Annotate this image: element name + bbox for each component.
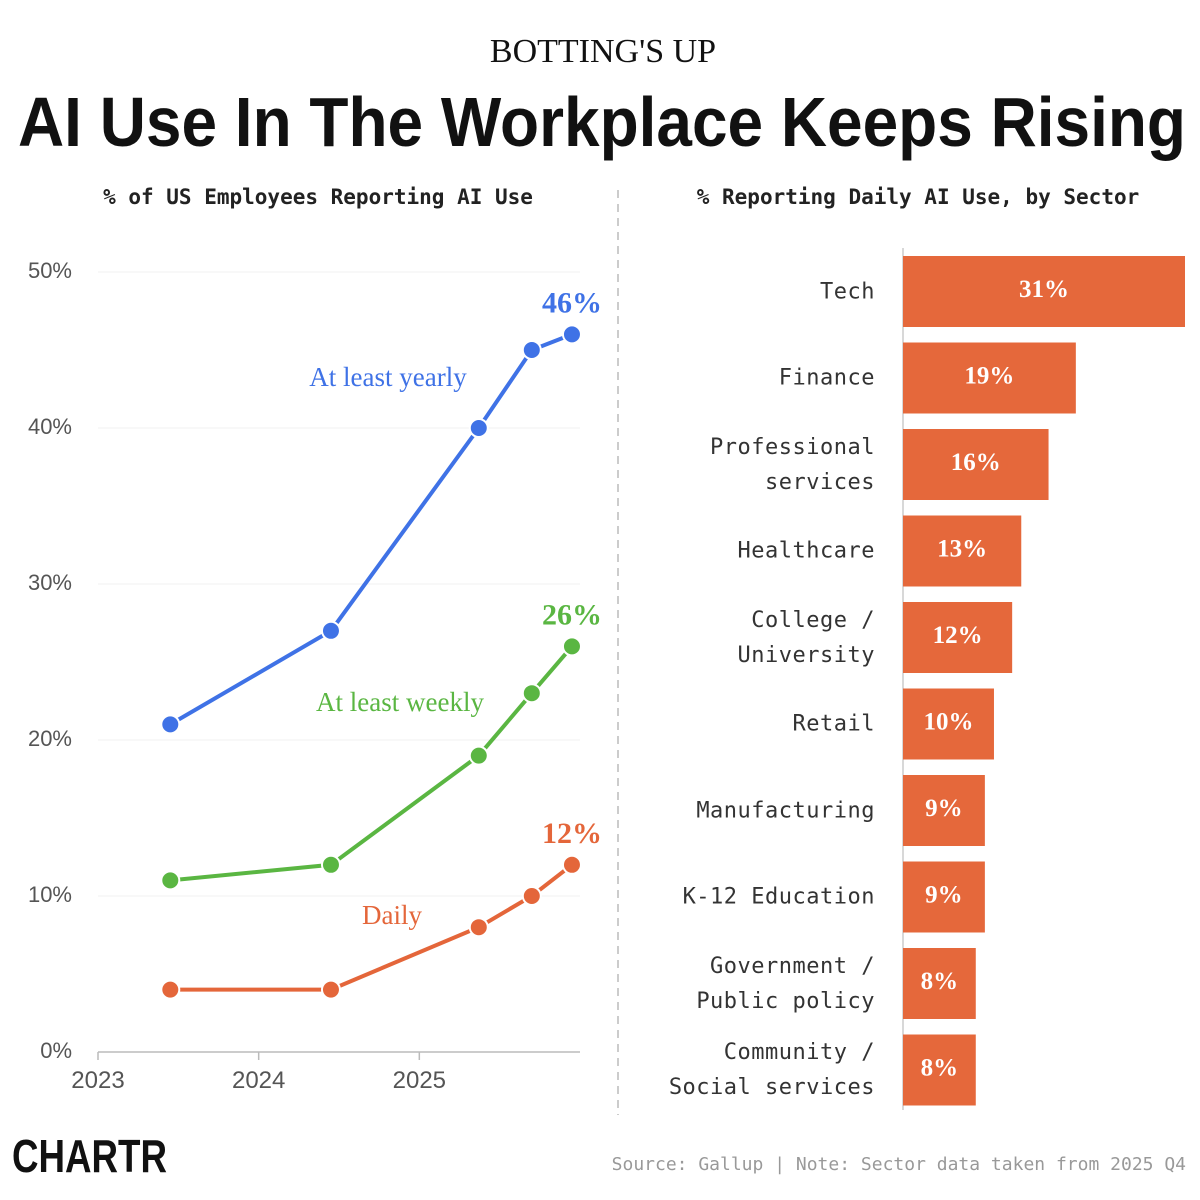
bar	[903, 688, 994, 760]
series-line	[170, 645, 574, 883]
category-label: Finance	[778, 365, 875, 391]
category-label: Government / Public policy	[696, 953, 875, 1014]
page-title: AI Use In The Workplace Keeps Rising	[18, 83, 1186, 161]
data-label: 31%	[1019, 276, 1069, 303]
bar	[903, 602, 1013, 673]
data-point	[468, 917, 489, 938]
y-tick-label: 20%	[28, 726, 72, 751]
y-tick-label: 50%	[28, 258, 72, 283]
kicker: BOTTING'S UP	[490, 33, 716, 70]
x-tick-label: 2025	[393, 1067, 446, 1094]
data-label: 16%	[951, 449, 1001, 476]
logo: CHARTR	[12, 1130, 167, 1182]
category-label: Community / Social services	[668, 1040, 875, 1100]
category-label: Professional services	[710, 434, 875, 495]
series-label: At least weekly	[316, 687, 484, 717]
data-point	[160, 979, 181, 1000]
data-point	[561, 636, 582, 657]
bar	[903, 861, 985, 933]
data-point	[320, 854, 341, 875]
y-tick-label: 30%	[28, 570, 72, 595]
data-label: 9%	[925, 795, 963, 822]
data-label: 12%	[933, 622, 983, 649]
y-tick-label: 0%	[40, 1038, 72, 1063]
data-point	[160, 870, 181, 891]
bar	[903, 256, 1185, 327]
data-label: 46%	[542, 286, 602, 319]
data-label: 12%	[542, 817, 602, 850]
category-label: College / University	[737, 607, 875, 668]
data-label: 9%	[925, 882, 963, 909]
data-label: 8%	[921, 968, 959, 995]
source-note: Source: Gallup | Note: Sector data taken…	[612, 1154, 1186, 1175]
data-point	[521, 340, 542, 360]
y-tick-label: 10%	[28, 882, 72, 907]
data-point	[468, 745, 489, 766]
data-point	[160, 714, 181, 735]
bar	[903, 1034, 976, 1106]
series-label: At least yearly	[309, 362, 467, 392]
x-tick-label: 2024	[232, 1067, 285, 1094]
chart-title: % of US Employees Reporting AI Use	[103, 185, 533, 209]
data-point	[561, 854, 582, 875]
category-label: Retail	[792, 711, 875, 737]
data-point	[320, 979, 341, 1000]
category-label: Tech	[820, 279, 875, 304]
data-point	[468, 418, 489, 438]
category-label: Manufacturing	[696, 798, 875, 823]
data-point	[521, 886, 542, 906]
series-label: Daily	[362, 900, 422, 930]
data-point	[320, 620, 341, 641]
data-point	[561, 324, 582, 345]
data-label: 19%	[964, 363, 1014, 390]
series-line	[169, 332, 573, 727]
y-tick-label: 40%	[28, 414, 72, 439]
category-label: K-12 Education	[682, 884, 875, 910]
x-tick-label: 2023	[71, 1067, 124, 1094]
bar	[903, 515, 1022, 587]
bar	[903, 775, 985, 846]
data-label: 26%	[542, 598, 602, 631]
data-label: 10%	[923, 709, 973, 736]
chart-title: % Reporting Daily AI Use, by Sector	[697, 185, 1140, 209]
data-point	[521, 683, 542, 704]
bar	[903, 948, 976, 1019]
data-label: 13%	[937, 536, 987, 563]
bar	[903, 342, 1076, 414]
bar	[903, 429, 1049, 500]
category-label: Healthcare	[737, 538, 875, 564]
data-label: 8%	[921, 1055, 959, 1082]
